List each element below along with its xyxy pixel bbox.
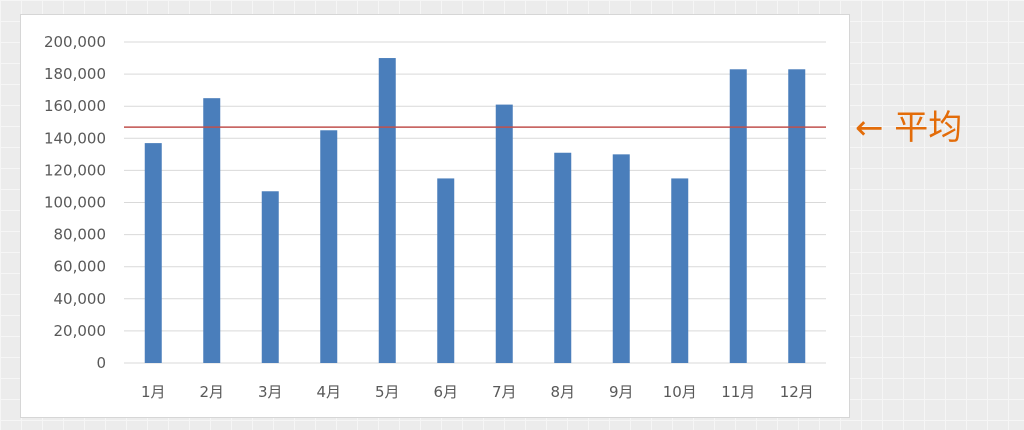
y-tick-label-3: 60,000	[54, 258, 107, 276]
x-tick-label-6: 6月	[433, 383, 458, 401]
x-tick-label-11: 11月	[721, 383, 755, 401]
bar-4	[320, 130, 338, 363]
bar-5	[378, 58, 396, 364]
y-tick-label-9: 180,000	[44, 65, 106, 83]
bar-1	[144, 143, 162, 363]
bar-3	[261, 191, 279, 363]
x-tick-label-10: 10月	[663, 383, 697, 401]
bar-8	[554, 152, 572, 363]
x-tick-label-2: 2月	[199, 383, 224, 401]
bar-chart: 0 20,000 40,000 60,000 80,000 100,000 120,000 1…	[44, 33, 826, 401]
bar-10	[671, 178, 689, 363]
y-tick-label-4: 80,000	[54, 226, 107, 244]
x-tick-label-8: 8月	[550, 383, 575, 401]
y-tick-label-5: 100,000	[44, 194, 106, 212]
x-tick-label-5: 5月	[375, 383, 400, 401]
x-tick-label-3: 3月	[258, 383, 283, 401]
y-tick-label-6: 120,000	[44, 161, 106, 179]
y-tick-label-2: 40,000	[54, 290, 107, 308]
bar-6	[437, 178, 455, 363]
y-tick-label-0: 0	[96, 354, 106, 372]
x-tick-label-1: 1月	[141, 383, 166, 401]
bar-11	[729, 69, 747, 363]
bar-7	[495, 104, 513, 363]
y-tick-label-7: 140,000	[44, 129, 106, 147]
y-tick-label-8: 160,000	[44, 97, 106, 115]
bar-9	[612, 154, 630, 363]
x-tick-label-4: 4月	[316, 383, 341, 401]
chart-panel: 0 20,000 40,000 60,000 80,000 100,000 120,000 1…	[20, 14, 850, 418]
y-tick-label-1: 20,000	[54, 322, 107, 340]
bar-12	[788, 69, 806, 363]
y-tick-label-10: 200,000	[44, 33, 106, 51]
x-tick-label-7: 7月	[492, 383, 517, 401]
x-tick-label-12: 12月	[780, 383, 814, 401]
bar-2	[203, 98, 221, 364]
average-annotation: ← 平均	[855, 108, 963, 148]
x-tick-label-9: 9月	[609, 383, 634, 401]
